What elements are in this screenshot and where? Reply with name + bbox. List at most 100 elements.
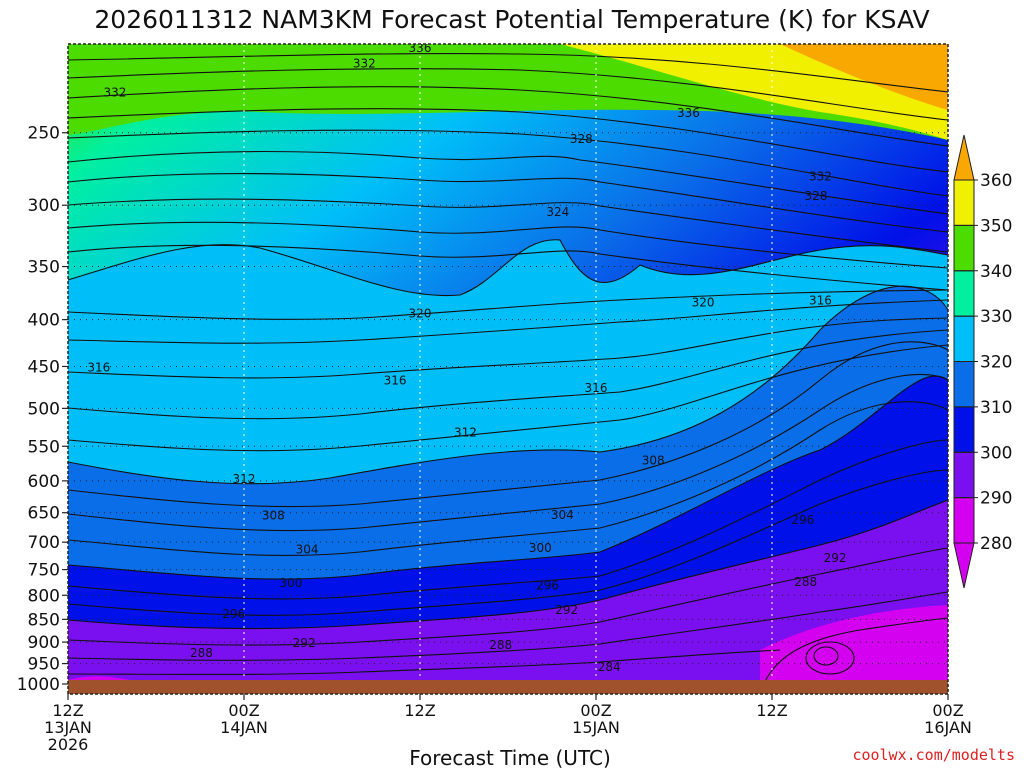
y-tick-label: 250 <box>28 124 60 144</box>
band-290-300-lower <box>68 500 948 694</box>
contour-label: 316 <box>585 381 608 395</box>
contour-line <box>68 469 948 616</box>
contour-line <box>68 172 948 233</box>
contour-label: 296 <box>536 579 559 593</box>
y-tick-label: 600 <box>28 472 60 492</box>
colorbar-tick-label: 280 <box>980 534 1012 554</box>
contour-line <box>68 499 948 630</box>
contour-label: 292 <box>555 603 578 617</box>
grid-lines <box>68 44 948 694</box>
contour-line <box>68 373 948 532</box>
colorbar-tick-label: 350 <box>980 216 1012 236</box>
ground-surface <box>68 680 948 694</box>
y-tick-label: 850 <box>28 610 60 630</box>
contour-line <box>68 299 948 344</box>
plot-area: 336 332 332 336 328 332 328 324 320 320 316 316 316 3… <box>68 44 948 694</box>
theta-bands <box>68 44 948 694</box>
contour-label: 288 <box>190 646 213 660</box>
contour-label: 308 <box>262 509 285 523</box>
contour-line <box>813 646 839 666</box>
y-tick-label: 300 <box>28 196 60 216</box>
contour-label: 284 <box>598 660 621 674</box>
contour-label: 304 <box>551 508 574 522</box>
colorbar-tick-label: 360 <box>980 171 1012 191</box>
contour-label: 336 <box>677 106 700 120</box>
contour-labels: 336 332 332 336 328 332 328 324 320 320 316 316 316 3… <box>87 44 847 674</box>
contour-line <box>68 86 948 147</box>
colorbar-extend-low <box>953 542 975 589</box>
contour-line <box>68 329 948 420</box>
colorbar: 280 290 300 310 320 330 340 350 360 <box>953 134 1012 589</box>
contour-label: 324 <box>546 205 569 219</box>
contour-label: 300 <box>529 541 552 555</box>
contour-label: 316 <box>87 360 110 374</box>
contour-line <box>68 649 781 676</box>
colorbar-extend-high <box>953 134 975 181</box>
plot-frame <box>67 43 949 695</box>
x-tick-label: 14JAN <box>220 718 268 737</box>
contour-line <box>68 591 948 661</box>
contour-label: 292 <box>824 551 847 565</box>
contour-line <box>759 617 948 694</box>
contour-label: 332 <box>103 86 126 100</box>
contour-label: 288 <box>794 575 817 589</box>
contour-line <box>68 401 948 556</box>
colorbar-swatch <box>953 497 975 544</box>
contour-line <box>68 129 948 197</box>
x-tick-label: 00Z <box>228 701 259 720</box>
contour-label: 316 <box>384 373 407 387</box>
contour-label: 316 <box>809 293 832 307</box>
band-280-290-lower <box>760 605 948 694</box>
contour-line <box>68 344 948 452</box>
contour-line <box>68 289 948 320</box>
y-tick-label: 400 <box>28 311 60 331</box>
contour-lines <box>68 53 948 694</box>
colorbar-swatch <box>953 315 975 362</box>
contour-label: 308 <box>642 453 665 467</box>
colorbar-tick-label: 310 <box>980 398 1012 418</box>
contour-label: 328 <box>570 132 593 146</box>
contour-label: 296 <box>222 607 245 621</box>
contour-line <box>68 341 948 508</box>
colorbar-swatch <box>953 406 975 453</box>
contour-label: 320 <box>692 295 715 309</box>
y-tick-label: 700 <box>28 533 60 553</box>
x-tick-label: 12Z <box>52 701 83 720</box>
contour-line <box>68 239 948 297</box>
y-tick-label: 950 <box>28 655 60 675</box>
contour-label: 292 <box>293 636 316 650</box>
contour-label: 296 <box>791 513 814 527</box>
x-tick-label: 15JAN <box>572 718 620 737</box>
y-tick-label: 550 <box>28 437 60 457</box>
x-axis-label: Forecast Time (UTC) <box>409 746 611 768</box>
contour-label: 300 <box>279 576 302 590</box>
colorbar-swatch <box>953 179 975 226</box>
contour-label: 288 <box>489 638 512 652</box>
colorbar-tick-label: 340 <box>980 262 1012 282</box>
contour-label: 328 <box>805 189 828 203</box>
contour-label: 332 <box>809 169 832 183</box>
contour-label: 312 <box>454 425 477 439</box>
y-tick-label: 750 <box>28 561 60 581</box>
colorbar-swatch <box>953 361 975 408</box>
y-tick-label: 1000 <box>17 675 60 695</box>
x-tick-label: 00Z <box>580 701 611 720</box>
contour-line <box>68 547 948 646</box>
contour-line <box>68 285 948 485</box>
x-tick-label: 00Z <box>932 701 963 720</box>
colorbar-tick-label: 320 <box>980 353 1012 373</box>
contour-label: 320 <box>409 307 432 321</box>
colorbar-swatch <box>953 451 975 499</box>
colorbar-swatch <box>953 224 975 272</box>
x-tick-label: 2026 <box>48 735 89 754</box>
x-tick-label: 16JAN <box>924 718 972 737</box>
y-tick-label: 500 <box>28 399 60 419</box>
credit-text: coolwx.com/modelts <box>852 746 1015 764</box>
contour-line <box>68 68 948 121</box>
contour-label: 312 <box>233 472 256 486</box>
contour-line <box>68 53 948 93</box>
x-tick-label: 12Z <box>404 701 435 720</box>
contour-line <box>68 244 948 291</box>
